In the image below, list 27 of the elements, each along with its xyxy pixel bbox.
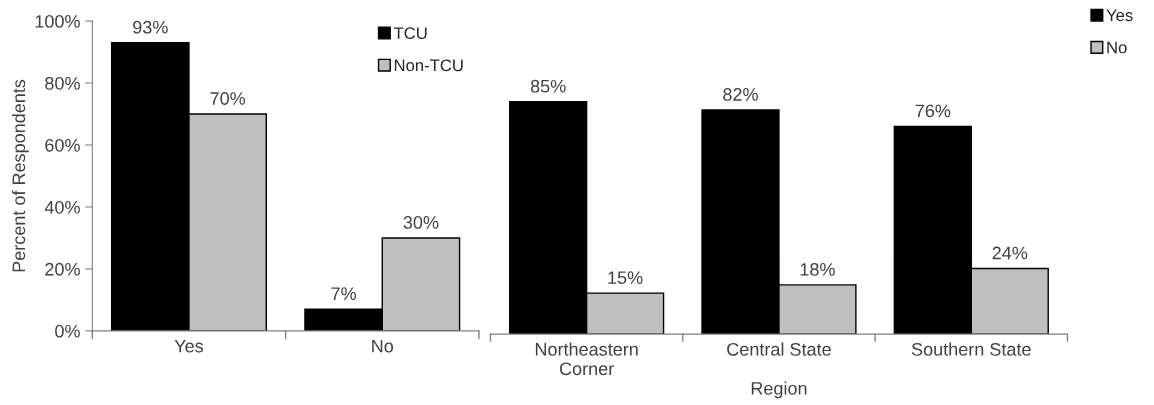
data-label: 85% — [530, 79, 566, 93]
y-tick-label: 80% — [45, 76, 80, 90]
y-tick-label: 0% — [55, 324, 80, 338]
x-tick-label: Central State — [727, 342, 831, 356]
y-tick-label: 60% — [45, 138, 80, 152]
y-tick-label: 20% — [45, 262, 80, 276]
data-label: 15% — [608, 271, 643, 284]
x-tick-label: Yes — [174, 339, 204, 353]
legend-label: Non-TCU — [394, 59, 463, 72]
y-tick-label: 100% — [35, 14, 80, 28]
data-label: 76% — [915, 104, 951, 118]
legend-label: Yes — [1106, 9, 1133, 22]
y-tick-label: 40% — [44, 200, 80, 214]
y-axis-title: Percent of Respondents — [11, 79, 29, 272]
legend-label: TCU — [393, 27, 427, 40]
data-label: 24% — [992, 246, 1028, 260]
x-axis-title: Region — [751, 381, 807, 399]
x-tick-label: No — [372, 339, 394, 353]
data-label: 82% — [723, 88, 758, 101]
data-label: 70% — [210, 92, 246, 105]
data-label: 93% — [133, 20, 168, 34]
data-label: 7% — [331, 287, 357, 300]
data-label: 30% — [403, 216, 439, 229]
legend-label: No — [1107, 41, 1127, 54]
x-tick-label: Northeastern Corner — [535, 342, 638, 376]
x-tick-label: Southern State — [911, 342, 1031, 356]
data-label: 18% — [800, 263, 835, 276]
